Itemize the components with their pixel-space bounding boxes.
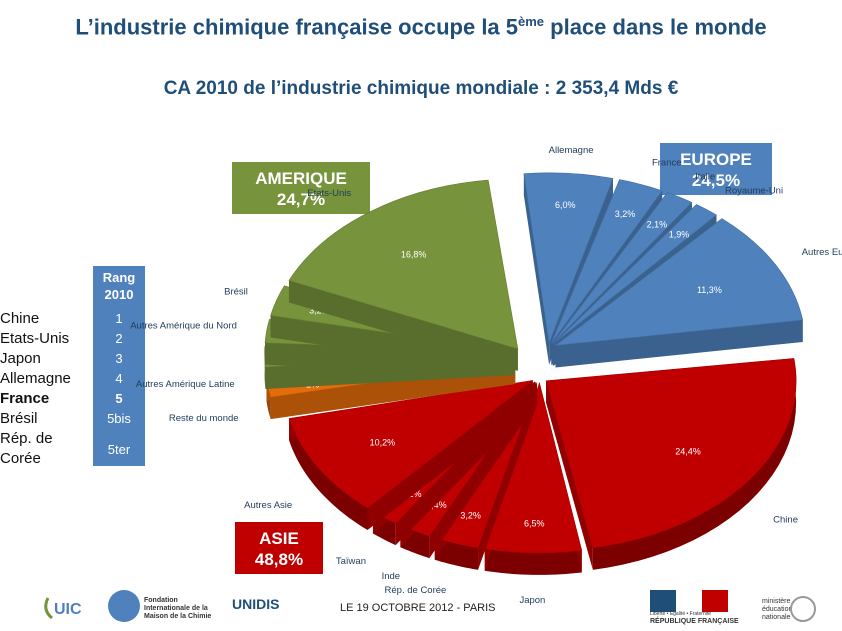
pie-slice-side: [434, 537, 479, 570]
pie-slice-chine: 24,4% Chine: [545, 358, 798, 570]
republique-flag-logo: [650, 590, 728, 612]
pie-category-label: Autres Amérique Latine: [136, 379, 235, 390]
region-box-amerique: AMERIQUE 24,7%: [232, 162, 370, 214]
pie-category-label: Japon: [519, 595, 545, 606]
pie-category-label: Autres Asie: [244, 500, 292, 511]
pie-value-label: 3,2%: [460, 511, 481, 521]
uic-logo-text: UIC: [54, 601, 82, 618]
pie-category-label: France: [652, 157, 682, 168]
pie-category-label: Italie: [695, 172, 715, 183]
region-name-amerique: AMERIQUE: [255, 169, 347, 188]
pie-value-label: 2,1%: [647, 220, 668, 230]
ranking-rank: 3: [115, 351, 123, 366]
ranking-country: Corée: [0, 450, 41, 467]
pie-value-label: 10,2%: [370, 437, 396, 447]
ranking-rank: 1: [115, 311, 123, 326]
pie-slice-face: [288, 380, 533, 509]
region-value-europe: 24,5%: [691, 171, 741, 190]
pie-category-label: Autres Europe: [802, 247, 842, 258]
pie-category-label: Royaume-Uni: [725, 185, 783, 196]
title-sup: ème: [518, 14, 545, 29]
pie-category-label: Inde: [382, 571, 401, 582]
ranking-rank: 4: [115, 371, 123, 386]
republique-text: RÉPUBLIQUE FRANÇAISE: [650, 618, 739, 625]
pie-value-label: 1,9%: [669, 230, 690, 240]
pie-value-label: 11,3%: [697, 285, 722, 295]
pie-category-label: Taïwan: [336, 556, 366, 567]
uic-logo: UIC: [44, 597, 82, 620]
pie-slice-edge: [523, 173, 550, 365]
ranking-country: Rép. de: [0, 430, 53, 447]
ranking-rank: 5ter: [107, 442, 131, 457]
fondation-logo-icon: [108, 590, 140, 622]
pie-slice-edge: [288, 280, 518, 371]
pie-slice-side: [484, 548, 582, 575]
pie-category-label: Allemagne: [549, 145, 594, 156]
page-title: L’industrie chimique française occupe la…: [0, 14, 842, 40]
pie-slice-face: [545, 358, 797, 549]
pie-slice-etats-unis: 16,8% Etats-Unis: [288, 179, 519, 371]
pie-slice-face: [553, 204, 717, 345]
footer-date: LE 19 OCTOBRE 2012 - PARIS: [340, 602, 496, 614]
pie-slice-edge: [478, 382, 538, 570]
pie-value-label: 2,4%: [426, 500, 447, 510]
ranking-rank: 5bis: [107, 411, 131, 426]
republique-motto: Liberté • Égalité • Fraternité: [650, 611, 712, 617]
ranking-header-rang: Rang: [102, 270, 136, 285]
pie-value-label: 6,5%: [524, 518, 545, 528]
pie-slice-face: [523, 172, 614, 345]
pie-category-label: Rép. de Corée: [385, 585, 447, 596]
pie-slice-autres-europe: 11,3% Autres Europe: [554, 218, 842, 368]
title-pre: L’industrie chimique française occupe la…: [75, 14, 519, 40]
ranking-country: Etats-Unis: [0, 330, 70, 347]
region-name-asie: ASIE: [259, 529, 299, 548]
pie-category-label: Chine: [773, 514, 798, 525]
region-value-amerique: 24,7%: [276, 190, 326, 209]
pie-category-label: Etats-Unis: [307, 188, 351, 199]
ministere-logo-icon: [790, 596, 816, 622]
region-name-europe: EUROPE: [680, 150, 752, 169]
pie-slice-edge: [546, 380, 593, 570]
pie-slice-edge: [270, 315, 515, 374]
pie-slice-side: [289, 418, 368, 531]
pie-slice-edge: [367, 380, 533, 531]
pie-value-label: 3,2%: [615, 209, 636, 219]
region-box-asie: ASIE 48,8%: [235, 522, 323, 574]
pie-value-label: 16,8%: [401, 249, 427, 259]
ranking-country: Chine: [0, 310, 40, 327]
pie-slice-face: [554, 218, 804, 346]
ranking-country: Japon: [0, 350, 41, 367]
pie-slice-side: [592, 358, 797, 570]
region-box-europe: EUROPE 24,5%: [660, 143, 772, 195]
ranking-column: [93, 266, 145, 466]
pie-slice-autres-asie: 10,2% Autres Asie: [244, 380, 533, 531]
pie-category-label: Reste du monde: [169, 413, 239, 424]
pie-slice-face: [288, 179, 519, 350]
pie-slice-face: [552, 192, 693, 344]
ranking-header-year: 2010: [104, 287, 134, 302]
title-post: place dans le monde: [544, 14, 767, 40]
ranking-country: Brésil: [0, 410, 38, 427]
pie-slice-face: [551, 179, 663, 344]
pie-value-label: 6,0%: [555, 200, 576, 210]
pie-slice-edge: [555, 319, 803, 368]
region-value-asie: 48,8%: [254, 550, 304, 569]
pie-category-label: Autres Amérique du Nord: [130, 320, 237, 331]
chart-subtitle: CA 2010 de l’industrie chimique mondiale…: [163, 78, 679, 99]
ministere-text: ministère éducation nationale: [762, 598, 793, 621]
pie-value-label: 24,4%: [675, 446, 701, 456]
ranking-rank: 2: [115, 331, 123, 346]
ranking-country: France: [0, 390, 50, 407]
ranking-rank: 5: [115, 391, 123, 406]
pie-category-label: Brésil: [224, 286, 248, 297]
unidis-logo: UNIDIS: [232, 596, 280, 612]
ranking-country: Allemagne: [0, 370, 71, 387]
fondation-logo-text: Fondation Internationale de la Maison de…: [144, 597, 212, 620]
